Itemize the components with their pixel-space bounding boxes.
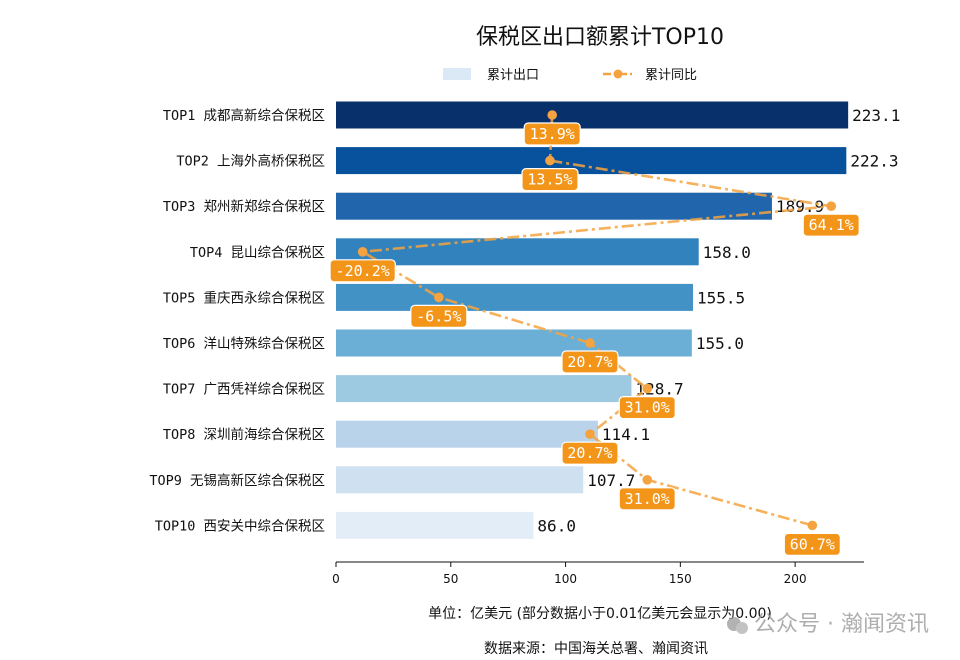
yoy-point-4 [357,247,368,257]
category-label-7: TOP7 广西凭祥综合保税区 [163,382,325,398]
bar-2 [336,147,847,175]
yoy-label-box-7 [618,396,676,420]
unit-note: 单位：亿美元 (部分数据小于0.01亿美元会显示为0.00) [428,606,772,622]
yoy-label-1: 13.9% [530,125,575,143]
watermark-text: 公众号 · 瀚闻资讯 [754,612,929,637]
bar-10 [336,511,534,539]
bar-6 [336,329,692,357]
value-label-2: 222.3 [850,152,898,171]
value-label-9: 107.7 [587,471,635,490]
value-label-10: 86.0 [537,516,576,535]
bar-5 [336,283,693,311]
yoy-line-series: 13.9% 13.5% 64.1% -20.2% -6.5% 20.7% 31.0% 20.7… [329,110,860,557]
yoy-label-box-6 [561,350,619,374]
yoy-labels: 13.9% 13.5% 64.1% -20.2% -6.5% 20.7% 31.0% 20.7… [329,122,860,557]
legend-line-label: 累计同比 [645,68,697,83]
x-tick-label-200: 200 [784,572,807,586]
value-label-3: 189.9 [776,197,824,216]
yoy-label-3: 64.1% [809,216,854,234]
bars [336,101,849,539]
yoy-label-box-9 [618,487,676,511]
yoy-label-box-1 [523,122,581,146]
x-axis: 0 50 100 150 200 [332,561,864,586]
category-label-1: TOP1 成都高新综合保税区 [163,107,325,124]
yoy-label-box-2 [521,168,579,192]
x-tick-label-150: 150 [669,572,692,586]
yoy-point-3 [826,201,837,211]
yoy-point-7 [642,383,653,394]
value-label-6: 155.0 [696,334,744,353]
legend-bar-swatch [443,68,471,80]
yoy-label-6: 20.7% [567,353,612,371]
category-label-2: TOP2 上海外高桥保税区 [176,153,325,170]
yoy-label-7: 31.0% [625,399,670,417]
category-label-3: TOP3 郑州新郑综合保税区 [163,199,325,215]
category-label-4: TOP4 昆山综合保税区 [190,245,325,261]
category-label-10: TOP10 西安关中综合保税区 [155,518,325,534]
x-tick-label-0: 0 [332,572,340,586]
value-label-1: 223.1 [852,106,900,125]
bar-8 [336,420,598,448]
value-label-8: 114.1 [602,425,650,444]
yoy-label-box-5 [410,304,468,328]
yoy-label-box-8 [561,441,619,465]
bar-9 [336,466,584,494]
x-tick-label-100: 100 [554,572,577,586]
yoy-point-8 [585,429,595,440]
yoy-label-box-3 [802,213,860,237]
bar-1 [336,101,849,129]
bar-4 [336,238,699,266]
category-label-5: TOP5 重庆西永综合保税区 [163,290,325,306]
yoy-line [358,114,832,527]
yoy-label-2: 13.5% [527,171,572,189]
yoy-point-2 [545,155,555,166]
bar-7 [336,375,632,403]
yoy-label-box-4 [329,259,396,283]
legend-bar-label: 累计出口 [487,68,539,83]
watermark: 公众号 · 瀚闻资讯 [727,612,929,637]
yoy-label-10: 60.7% [790,535,835,553]
bar-3 [336,192,772,220]
yoy-label-8: 20.7% [567,444,612,462]
data-source: 数据来源：中国海关总署、瀚闻资讯 [484,641,708,657]
category-label-8: TOP8 深圳前海综合保税区 [163,426,325,443]
x-tick-label-50: 50 [443,572,458,586]
yoy-label-box-10 [783,532,841,557]
yoy-label-9: 31.0% [625,490,670,508]
yoy-label-5: -6.5% [416,307,461,325]
yoy-point-5 [434,292,444,303]
category-label-9: TOP9 无锡高新区综合保税区 [149,472,325,489]
value-label-5: 155.5 [697,288,745,307]
legend: 累计出口 累计同比 [443,68,697,83]
yoy-point-1 [547,110,558,120]
x-ticks: 0 50 100 150 200 [332,562,807,586]
value-label-4: 158.0 [703,243,751,262]
yoy-label-4: -20.2% [336,262,390,280]
yoy-point-10 [807,520,818,531]
legend-line-marker [613,69,623,79]
yoy-points [357,110,837,531]
category-labels: TOP1 成都高新综合保税区 TOP2 上海外高桥保税区 TOP3 郑州新郑综合保税… [149,107,325,534]
yoy-point-9 [642,475,653,485]
category-label-6: TOP6 洋山特殊综合保税区 [163,336,325,352]
chart-title: 保税区出口额累计TOP10 [476,25,724,50]
yoy-point-6 [585,338,595,348]
